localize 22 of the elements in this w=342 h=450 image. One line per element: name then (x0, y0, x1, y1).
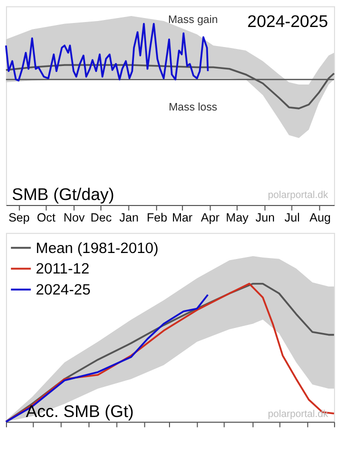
legend-label: 2011-12 (36, 262, 90, 278)
annotation: 2024-2025 (247, 12, 328, 32)
x-tick-label: Aug (310, 210, 331, 224)
text: polarportal.dk (268, 190, 328, 202)
annotation: Acc. SMB (Gt) (26, 402, 134, 421)
annotation: polarportal.dk (268, 408, 328, 420)
x-tick-label: Jun (256, 210, 275, 224)
legend-label: Mean (1981-2010) (36, 240, 158, 257)
annotation: Mass loss (168, 102, 218, 114)
x-tick-label: Jan (119, 210, 139, 224)
x-tick-label: Feb (146, 210, 168, 224)
x-tick-label: Dec (90, 210, 112, 224)
x-tick-label: Oct (36, 210, 56, 224)
x-tick-label: May (226, 210, 248, 224)
x-tick-label: Sep (8, 210, 30, 224)
x-tick-label: Nov (63, 210, 85, 224)
x-tick-label: Apr (200, 210, 220, 224)
legend-label: 2024-25 (36, 282, 91, 299)
text: SMB (Gt/day) (12, 185, 114, 204)
x-tick-label: Jul (284, 210, 300, 224)
annotation: Mass gain (168, 14, 218, 26)
x-tick-label: Mar (172, 210, 193, 224)
